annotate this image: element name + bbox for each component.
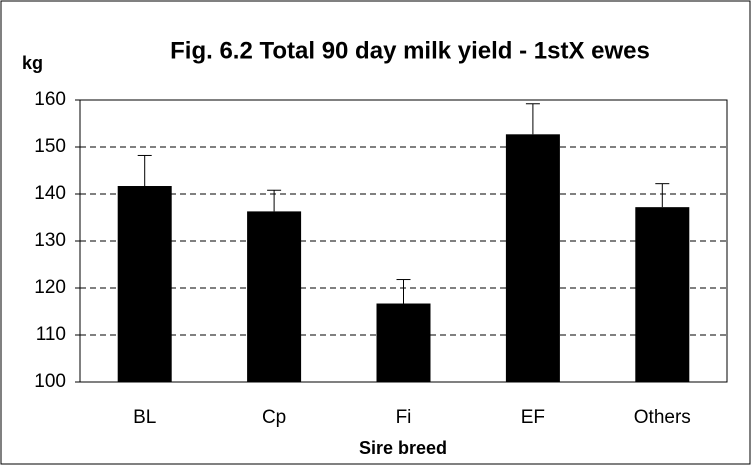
y-tick-label: 130 bbox=[34, 230, 66, 251]
y-tick-label: 100 bbox=[34, 371, 66, 392]
y-tick-label: 140 bbox=[34, 183, 66, 204]
bar bbox=[247, 211, 302, 382]
x-tick-label: Cp bbox=[262, 407, 286, 428]
bar bbox=[376, 303, 431, 382]
x-tick-label: BL bbox=[133, 407, 156, 428]
y-tick-label: 120 bbox=[34, 277, 66, 298]
chart-title: Fig. 6.2 Total 90 day milk yield - 1stX … bbox=[170, 37, 650, 64]
y-tick-label: 110 bbox=[36, 324, 66, 345]
bar bbox=[117, 186, 172, 382]
x-tick-label: Others bbox=[634, 407, 691, 428]
y-tick-label: 160 bbox=[34, 89, 66, 110]
x-tick-label: Fi bbox=[396, 407, 412, 428]
bar bbox=[635, 207, 690, 382]
y-tick-label: 150 bbox=[34, 136, 66, 157]
bar bbox=[505, 134, 560, 382]
y-axis-title: kg bbox=[22, 53, 43, 73]
x-tick-label: EF bbox=[521, 407, 545, 428]
x-axis-title: Sire breed bbox=[359, 438, 447, 458]
